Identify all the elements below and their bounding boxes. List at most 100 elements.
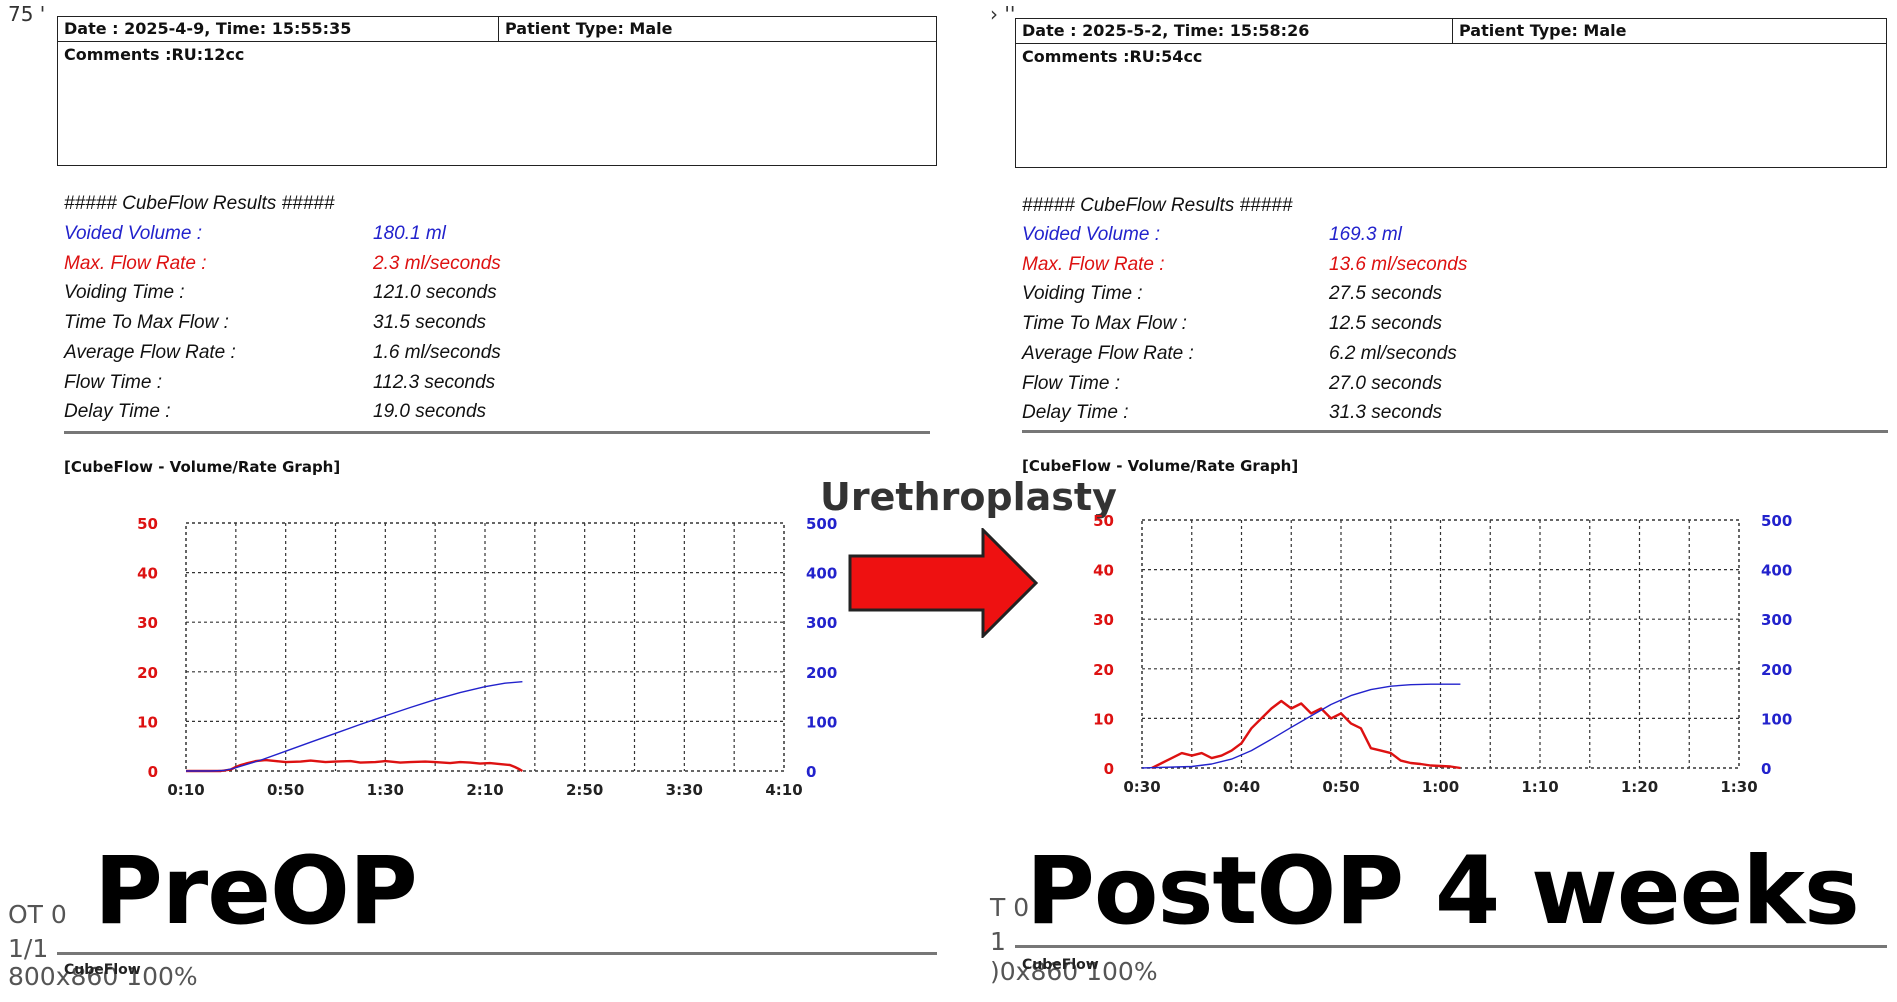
result-value: 31.3 seconds [1329,402,1443,424]
result-value: 27.0 seconds [1329,372,1443,394]
patient-type: Patient Type: Male [498,17,938,41]
y-left-tick-label: 10 [1093,710,1114,728]
results-title: ##### CubeFlow Results ##### [64,193,335,214]
corner-text: › '' [990,2,1016,26]
graph-title: [CubeFlow - Volume/Rate Graph] [64,458,341,476]
postop-panel: › '' Date : 2025-5-2, Time: 15:58:26 Pat… [960,0,1888,1002]
y-right-tick-label: 300 [1761,611,1792,629]
flow-rate-line [1151,699,1461,770]
y-right-tick-label: 500 [806,515,837,533]
footer-app-name: CubeFlow [1022,957,1099,973]
comments: Comments :RU:54cc [1022,47,1203,66]
result-label: Average Flow Rate : [64,341,236,363]
result-value: 13.6 ml/seconds [1329,253,1468,275]
x-tick-label: 0:50 [1322,778,1359,796]
footer-status: T 0 [990,893,1030,922]
y-right-tick-label: 100 [806,713,837,731]
footer-zoom: )0x860 100% [990,957,1158,986]
y-left-tick-label: 40 [1093,562,1114,580]
corner-text: 75 ' [8,2,46,26]
y-left-tick-label: 50 [1093,512,1114,530]
y-right-tick-label: 200 [1761,661,1792,679]
y-left-tick-label: 30 [1093,611,1114,629]
result-label: Delay Time : [1022,402,1129,424]
y-right-tick-label: 400 [806,565,837,583]
result-value: 19.0 seconds [373,401,487,423]
graph-title: [CubeFlow - Volume/Rate Graph] [1022,457,1299,475]
y-left-tick-label: 40 [137,565,158,583]
footer-divider [1015,945,1887,948]
x-tick-label: 0:40 [1223,778,1260,796]
result-label: Max. Flow Rate : [64,252,207,274]
y-left-tick-label: 20 [1093,661,1114,679]
y-left-tick-label: 20 [137,664,158,682]
result-label: Delay Time : [64,401,171,423]
big-label: PostOP 4 weeks [1026,837,1860,946]
footer-page: 1 [990,927,1006,956]
result-label: Voiding Time : [64,282,185,304]
result-value: 169.3 ml [1329,224,1402,245]
preop-panel: 75 ' Date : 2025-4-9, Time: 15:55:35 Pat… [0,0,937,1002]
big-label: PreOP [94,837,418,946]
result-value: 12.5 seconds [1329,313,1443,335]
footer-divider [57,952,937,955]
y-right-tick-label: 0 [1761,760,1771,778]
report-header: Date : 2025-4-9, Time: 15:55:35 Patient … [57,16,937,166]
divider [64,431,930,434]
voided-volume-line [186,681,523,772]
x-tick-label: 2:10 [466,781,503,799]
y-right-tick-label: 300 [806,614,837,632]
voided-volume-line [1141,683,1461,769]
date-time: Date : 2025-5-2, Time: 15:58:26 [1022,21,1310,40]
x-tick-label: 1:30 [1720,778,1757,796]
y-left-tick-label: 30 [137,614,158,632]
y-left-tick-label: 50 [137,515,158,533]
result-label: Time To Max Flow : [1022,313,1187,335]
x-tick-label: 0:50 [267,781,304,799]
x-tick-label: 4:10 [765,781,802,799]
footer-status: OT 0 [8,900,67,929]
y-right-tick-label: 500 [1761,512,1792,530]
x-tick-label: 0:30 [1123,778,1160,796]
flow-rate-line [186,758,524,773]
result-value: 27.5 seconds [1329,283,1443,305]
result-value: 2.3 ml/seconds [373,252,501,274]
result-value: 180.1 ml [373,223,446,244]
result-label: Average Flow Rate : [1022,342,1194,364]
x-tick-label: 1:30 [367,781,404,799]
arrow-label: Urethroplasty [820,475,1117,519]
y-right-tick-label: 200 [806,664,837,682]
result-value: 1.6 ml/seconds [373,341,501,363]
footer-app-name: CubeFlow [64,962,141,978]
plot-frame [1141,519,1740,769]
x-tick-label: 1:10 [1521,778,1558,796]
report-header: Date : 2025-5-2, Time: 15:58:26 Patient … [1015,18,1887,168]
x-tick-label: 1:20 [1621,778,1658,796]
result-label: Time To Max Flow : [64,312,229,334]
result-label: Flow Time : [64,371,163,393]
result-label: Flow Time : [1022,372,1121,394]
right-arrow-icon [848,528,1038,638]
plot-frame [185,522,785,772]
date-time: Date : 2025-4-9, Time: 15:55:35 [64,19,352,38]
y-left-tick-label: 0 [148,763,158,781]
footer-zoom: 800x860 100% [8,962,198,991]
result-value: 6.2 ml/seconds [1329,342,1457,364]
result-label: Max. Flow Rate : [1022,253,1165,275]
result-label: Voiding Time : [1022,283,1143,305]
x-tick-label: 1:00 [1422,778,1459,796]
y-left-tick-label: 10 [137,713,158,731]
result-value: 31.5 seconds [373,312,487,334]
x-tick-label: 2:50 [566,781,603,799]
result-value: 121.0 seconds [373,282,497,304]
result-value: 112.3 seconds [373,371,496,393]
y-left-tick-label: 0 [1104,760,1114,778]
y-right-tick-label: 400 [1761,562,1792,580]
patient-type: Patient Type: Male [1452,19,1888,43]
footer-page: 1/1 [8,934,49,963]
result-label: Voided Volume : [1022,224,1161,245]
y-right-tick-label: 100 [1761,710,1792,728]
y-right-tick-label: 0 [806,763,816,781]
